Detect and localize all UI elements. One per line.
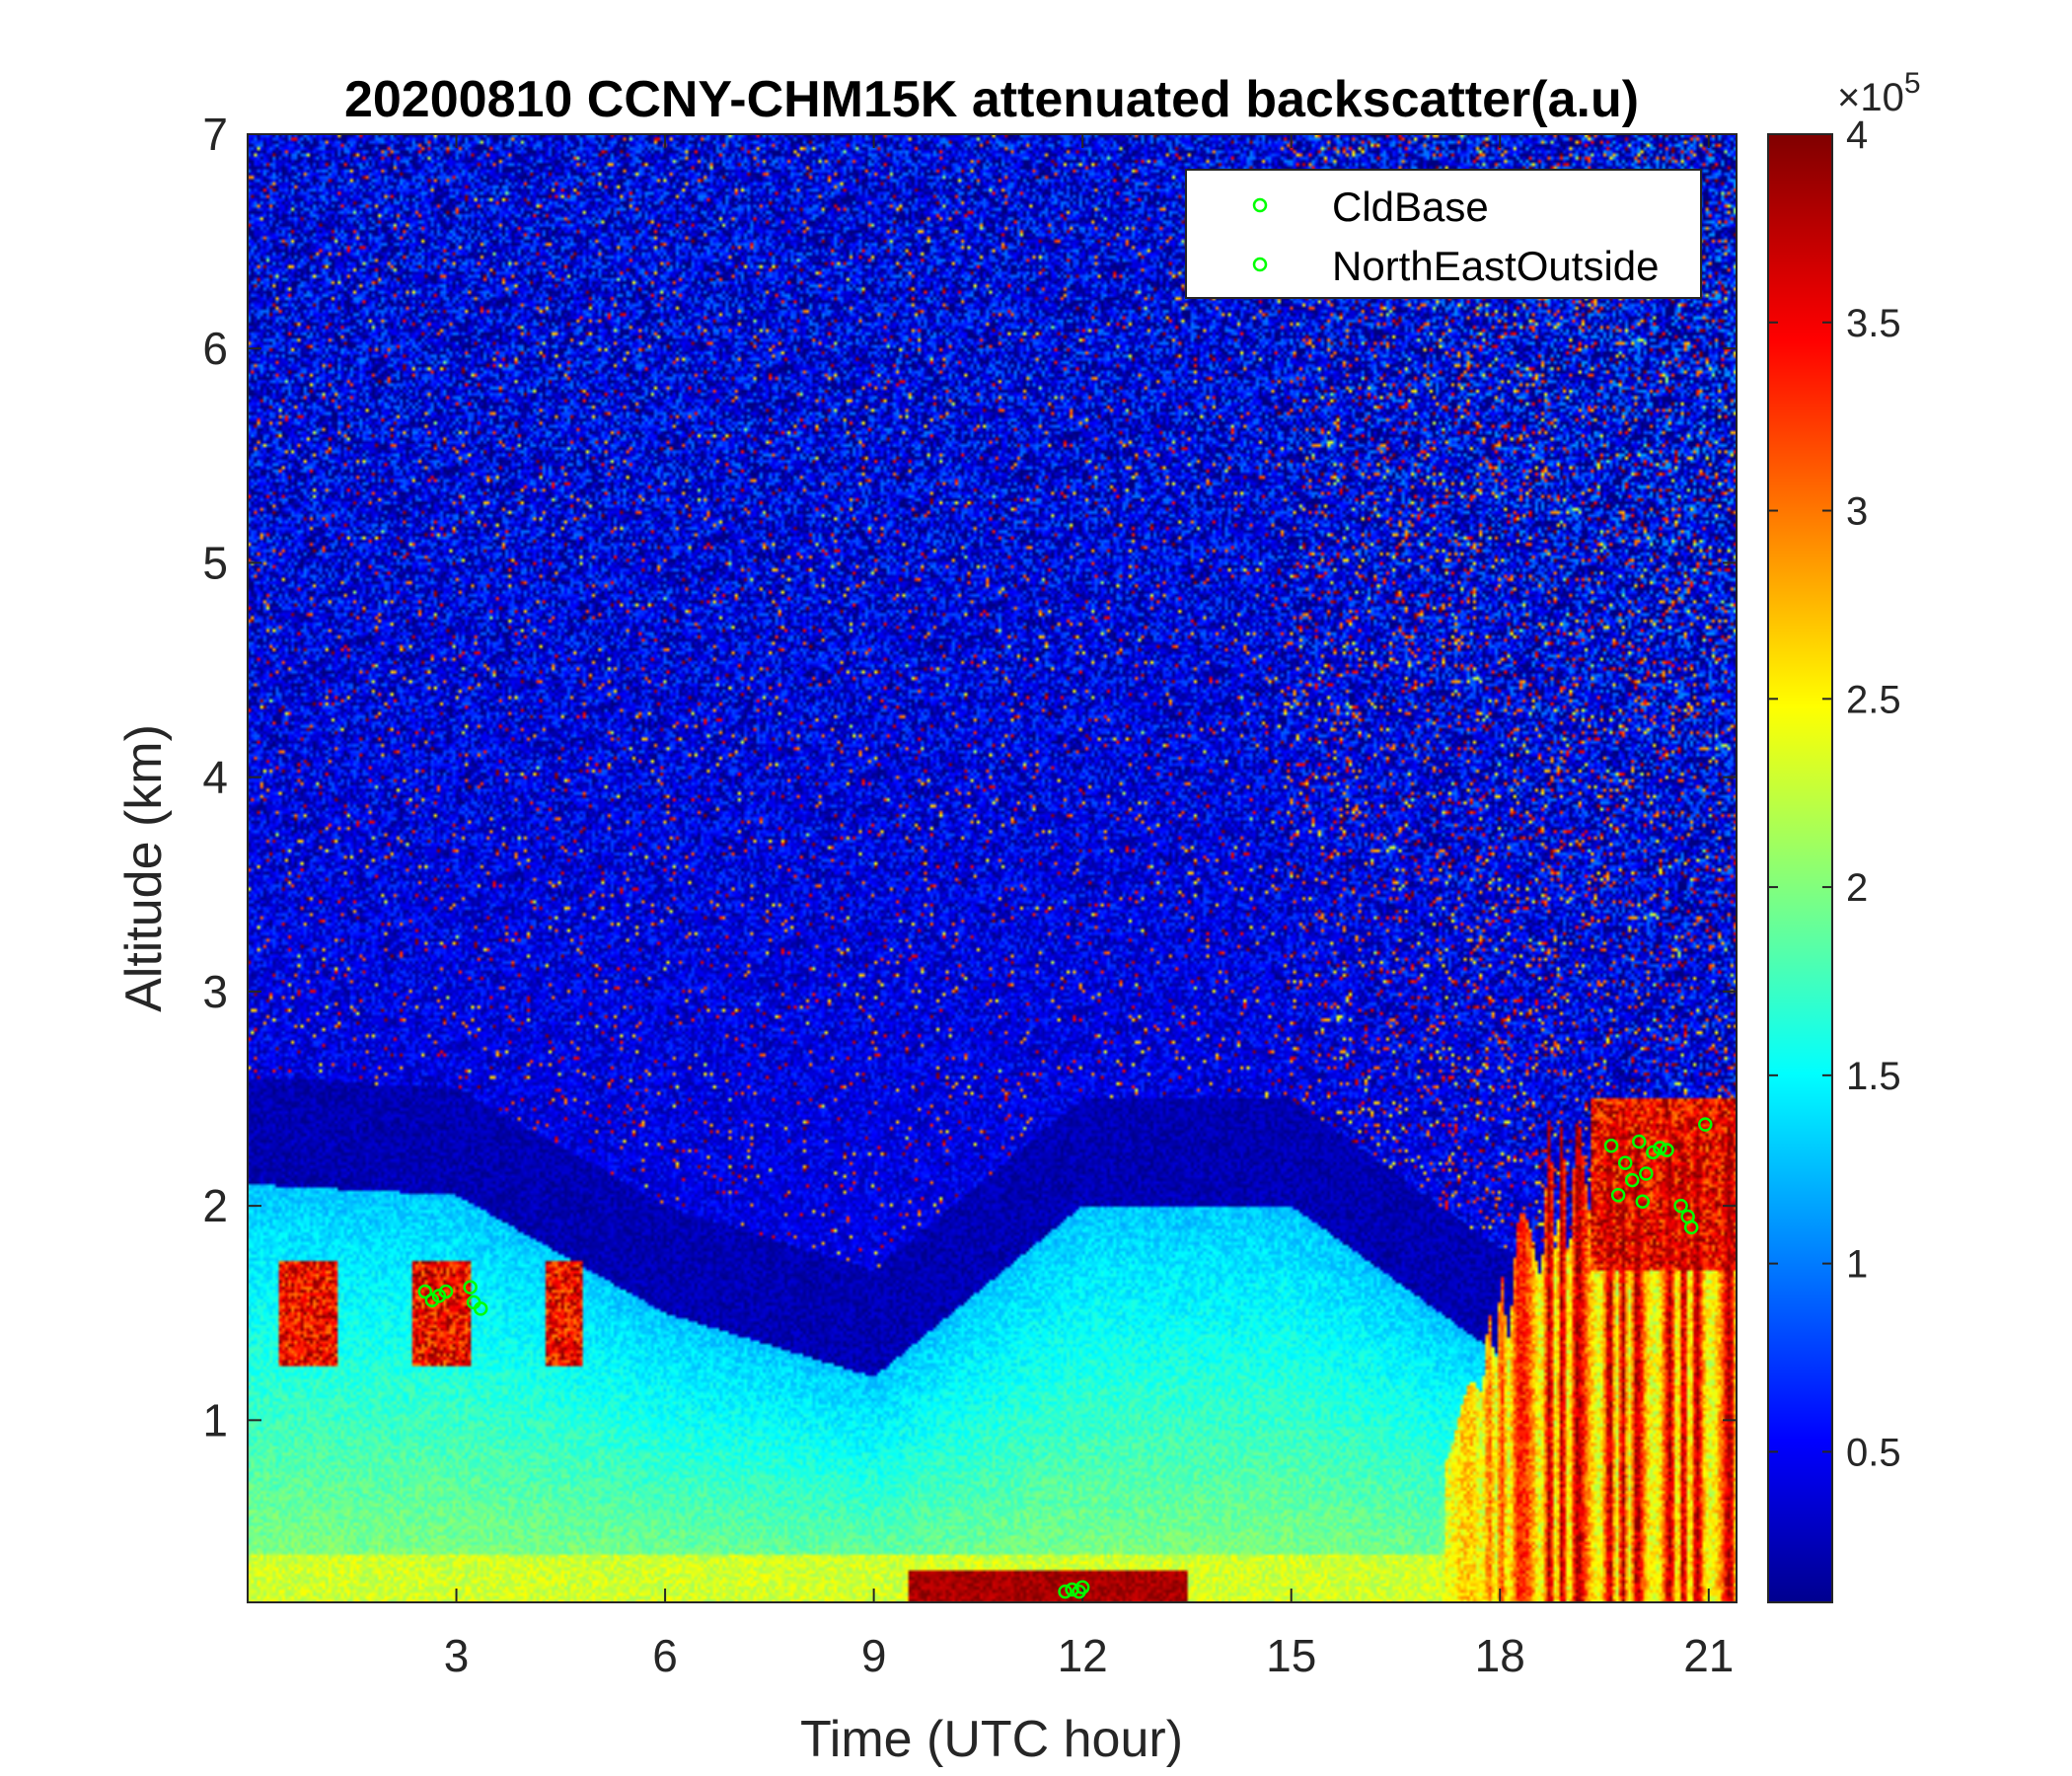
y-tick-label: 1 bbox=[202, 1394, 228, 1445]
legend-marker-northeastoutside bbox=[1252, 257, 1268, 272]
backscatter-heatmap bbox=[248, 134, 1737, 1602]
colorbar-tick-label: 2.5 bbox=[1846, 678, 1901, 721]
colorbar-tick-label: 1.5 bbox=[1846, 1055, 1901, 1098]
y-tick-label: 2 bbox=[202, 1180, 228, 1231]
x-tick-label: 9 bbox=[861, 1630, 887, 1681]
colorbar-gradient bbox=[1767, 133, 1833, 1603]
colorbar-tick-label: 1 bbox=[1846, 1243, 1868, 1287]
colorbar: 0.5 1 1.5 2 2.5 3 3.5 4 ×105 bbox=[1767, 67, 1921, 1603]
cloud-base-markers bbox=[417, 1117, 1713, 1599]
cloud-base-point bbox=[1058, 1584, 1073, 1599]
cloud-base-point bbox=[473, 1301, 488, 1316]
legend-box bbox=[1185, 169, 1702, 299]
y-tick-label: 5 bbox=[202, 537, 228, 588]
x-tick-label: 18 bbox=[1475, 1630, 1525, 1681]
y-tick-label: 4 bbox=[202, 752, 228, 803]
heatmap-image bbox=[248, 134, 1737, 1602]
cloud-base-point bbox=[1074, 1580, 1090, 1595]
colorbar-exponent-base: ×10 bbox=[1837, 76, 1904, 119]
colorbar-tick-label: 0.5 bbox=[1846, 1431, 1901, 1474]
colorbar-tick-label: 2 bbox=[1846, 866, 1868, 910]
x-tick-label: 6 bbox=[652, 1630, 678, 1681]
cloud-base-point bbox=[1653, 1141, 1667, 1155]
cloud-base-point bbox=[1639, 1166, 1654, 1181]
x-axis: 3 6 9 12 15 18 21 bbox=[444, 134, 1734, 1681]
colorbar-tick-label: 3 bbox=[1846, 490, 1868, 534]
legend-label-cldbase: CldBase bbox=[1332, 184, 1489, 230]
cloud-base-point bbox=[1673, 1198, 1688, 1214]
cloud-base-point bbox=[1624, 1172, 1640, 1188]
cloud-base-point bbox=[1635, 1194, 1651, 1210]
x-tick-label: 3 bbox=[444, 1630, 470, 1681]
y-tick-label: 3 bbox=[202, 966, 228, 1017]
colorbar-tick-label: 3.5 bbox=[1846, 302, 1901, 345]
plot-frame bbox=[247, 133, 1738, 1603]
colorbar-exponent: ×105 bbox=[1837, 67, 1921, 119]
x-tick-label: 12 bbox=[1058, 1630, 1108, 1681]
legend-label-northeastoutside: NorthEastOutside bbox=[1332, 243, 1660, 289]
cloud-base-point bbox=[1683, 1220, 1699, 1235]
cloud-base-point bbox=[463, 1280, 478, 1295]
x-axis-title: Time (UTC hour) bbox=[800, 1711, 1183, 1768]
cloud-base-point bbox=[1632, 1134, 1647, 1149]
y-tick-label: 7 bbox=[202, 109, 228, 160]
colorbar-tick-label: 4 bbox=[1846, 113, 1868, 157]
y-axis: 1 2 3 4 5 6 7 bbox=[202, 109, 1737, 1445]
cloud-base-point bbox=[1660, 1143, 1674, 1157]
x-tick-label: 15 bbox=[1266, 1630, 1316, 1681]
cloud-base-point bbox=[1617, 1155, 1633, 1170]
colorbar-exponent-power: 5 bbox=[1904, 67, 1921, 100]
legend: CldBase NorthEastOutside bbox=[1185, 169, 1702, 299]
y-tick-label: 6 bbox=[202, 323, 228, 374]
colorbar-ticks: 0.5 1 1.5 2 2.5 3 3.5 4 bbox=[1768, 113, 1901, 1474]
cloud-base-point bbox=[1610, 1188, 1626, 1203]
chart-title: 20200810 CCNY-CHM15K attenuated backscat… bbox=[344, 71, 1639, 128]
cloud-base-point bbox=[438, 1284, 454, 1299]
cloud-base-point bbox=[1698, 1117, 1713, 1132]
cloud-base-point bbox=[1603, 1139, 1619, 1153]
y-axis-title: Altitude (km) bbox=[115, 724, 173, 1012]
legend-marker-cldbase bbox=[1252, 197, 1268, 213]
x-tick-label: 21 bbox=[1683, 1630, 1734, 1681]
cloud-base-point bbox=[417, 1284, 433, 1299]
